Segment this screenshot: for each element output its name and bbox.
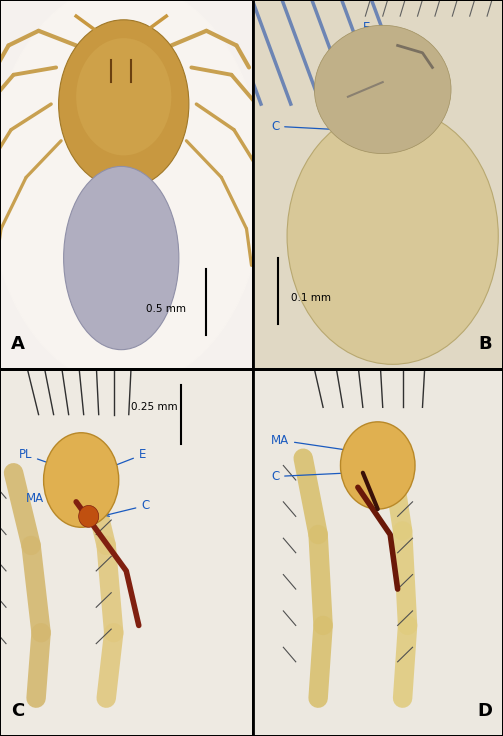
Ellipse shape xyxy=(314,25,451,154)
Ellipse shape xyxy=(287,107,498,364)
Text: C: C xyxy=(105,499,149,517)
Text: A: A xyxy=(11,336,25,353)
Ellipse shape xyxy=(78,506,99,527)
Text: C: C xyxy=(271,120,337,132)
Text: 0.5 mm: 0.5 mm xyxy=(146,305,187,314)
Text: E: E xyxy=(100,448,146,472)
Text: 0.25 mm: 0.25 mm xyxy=(131,403,178,412)
Text: 0.1 mm: 0.1 mm xyxy=(291,294,331,303)
Circle shape xyxy=(0,0,264,386)
Ellipse shape xyxy=(341,422,415,509)
Ellipse shape xyxy=(44,433,119,527)
Text: E: E xyxy=(363,21,409,47)
Text: C: C xyxy=(11,702,24,720)
Text: D: D xyxy=(477,702,492,720)
Text: MA: MA xyxy=(271,434,349,452)
Ellipse shape xyxy=(59,20,189,188)
Text: PL: PL xyxy=(19,448,62,468)
Ellipse shape xyxy=(63,166,179,350)
Text: C: C xyxy=(271,470,349,483)
Ellipse shape xyxy=(76,38,172,155)
Text: MA: MA xyxy=(26,492,77,505)
Text: B: B xyxy=(478,336,492,353)
Text: MA: MA xyxy=(318,65,374,88)
